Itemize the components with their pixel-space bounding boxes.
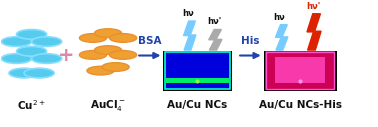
Text: Cu$^{2+}$: Cu$^{2+}$	[17, 98, 46, 112]
Text: Au/Cu NCs-His: Au/Cu NCs-His	[259, 100, 342, 110]
Circle shape	[87, 66, 114, 75]
Circle shape	[32, 54, 62, 63]
Bar	[165, 52, 230, 89]
Circle shape	[94, 46, 122, 54]
Circle shape	[17, 46, 46, 56]
Bar	[163, 51, 232, 91]
Polygon shape	[276, 25, 288, 50]
Text: +: +	[58, 46, 75, 65]
Circle shape	[32, 37, 62, 46]
Circle shape	[110, 51, 137, 59]
Bar	[164, 51, 231, 90]
Text: BSA: BSA	[138, 36, 161, 46]
Circle shape	[24, 68, 54, 78]
Circle shape	[79, 34, 107, 42]
Circle shape	[94, 29, 122, 37]
Text: Au/Cu NCs: Au/Cu NCs	[167, 100, 228, 110]
Bar	[265, 51, 335, 90]
Text: hν': hν'	[208, 18, 222, 26]
Circle shape	[102, 63, 129, 71]
Bar	[275, 57, 325, 83]
Text: hν: hν	[274, 13, 285, 22]
Text: hν: hν	[182, 9, 194, 18]
Circle shape	[2, 37, 32, 46]
Bar	[264, 51, 337, 91]
Circle shape	[17, 29, 46, 39]
Polygon shape	[184, 21, 196, 50]
Circle shape	[79, 51, 107, 59]
Bar	[266, 52, 335, 89]
Polygon shape	[307, 14, 321, 50]
Polygon shape	[209, 29, 222, 50]
Bar	[166, 78, 229, 83]
Circle shape	[110, 34, 137, 42]
Text: AuCl$_4^-$: AuCl$_4^-$	[90, 98, 126, 113]
Circle shape	[2, 54, 32, 63]
Text: hν': hν'	[306, 2, 321, 11]
Circle shape	[9, 68, 39, 78]
Text: His: His	[241, 36, 260, 46]
